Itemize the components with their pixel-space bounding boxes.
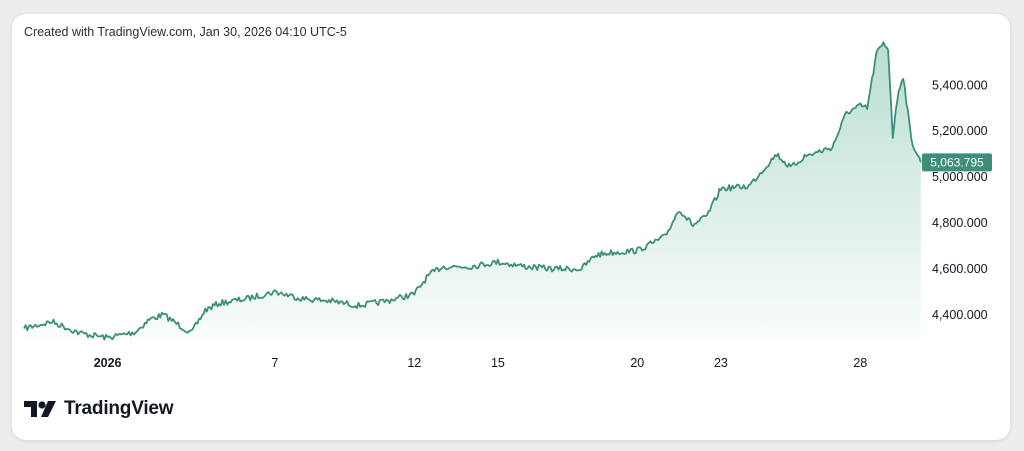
y-tick-label: 4,600.000	[932, 262, 988, 276]
price-line	[23, 41, 922, 341]
price-area-fill	[24, 42, 921, 340]
y-axis: 5,400.000 5,200.000 5,000.000 4,800.000 4,60…	[932, 78, 988, 321]
x-tick-label: 12	[407, 356, 421, 370]
x-axis: 2026 7 12 15 20 23 28	[94, 356, 868, 370]
x-tick-label: 2026	[94, 356, 122, 370]
x-tick-label: 20	[630, 356, 644, 370]
y-tick-label: 4,800.000	[932, 216, 988, 230]
y-tick-label: 5,200.000	[932, 124, 988, 138]
x-tick-label: 28	[853, 356, 867, 370]
last-value-badge: 5,063.795	[922, 153, 992, 172]
x-tick-label: 7	[271, 356, 278, 370]
tradingview-wordmark: TradingView	[64, 398, 174, 419]
tradingview-logo-icon	[24, 401, 56, 417]
y-tick-label: 4,400.000	[932, 308, 988, 322]
tradingview-logo[interactable]: TradingView	[24, 398, 174, 420]
last-value-label: 5,063.795	[930, 155, 984, 169]
x-tick-label: 23	[714, 356, 728, 370]
chart-caption: Created with TradingView.com, Jan 30, 20…	[24, 25, 347, 39]
y-tick-label: 5,000.000	[932, 170, 988, 184]
x-tick-label: 15	[491, 356, 505, 370]
last-value-badge-bg	[922, 153, 992, 172]
y-tick-label: 5,400.000	[932, 78, 988, 92]
